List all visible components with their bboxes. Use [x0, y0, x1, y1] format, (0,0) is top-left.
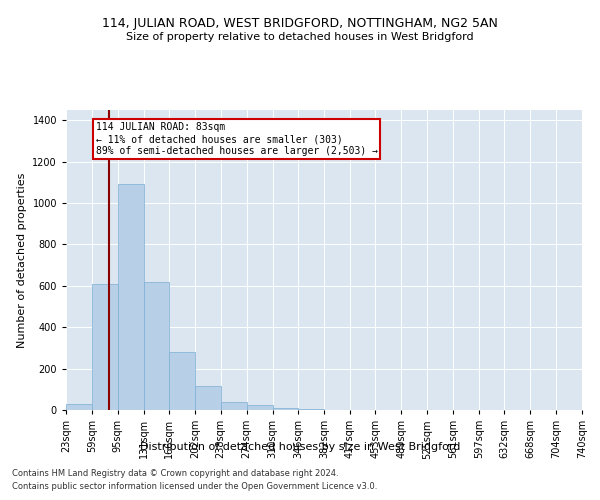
Text: Contains HM Land Registry data © Crown copyright and database right 2024.: Contains HM Land Registry data © Crown c…: [12, 468, 338, 477]
Text: 114 JULIAN ROAD: 83sqm
← 11% of detached houses are smaller (303)
89% of semi-de: 114 JULIAN ROAD: 83sqm ← 11% of detached…: [95, 122, 377, 156]
Bar: [272, 408, 298, 410]
Bar: [92, 284, 118, 410]
Bar: [247, 405, 272, 410]
Text: Distribution of detached houses by size in West Bridgford: Distribution of detached houses by size …: [140, 442, 460, 452]
Bar: [118, 184, 144, 410]
Y-axis label: Number of detached properties: Number of detached properties: [17, 172, 27, 348]
Bar: [144, 282, 169, 410]
Bar: [66, 404, 92, 410]
Bar: [298, 409, 325, 410]
Text: Contains public sector information licensed under the Open Government Licence v3: Contains public sector information licen…: [12, 482, 377, 491]
Text: 114, JULIAN ROAD, WEST BRIDGFORD, NOTTINGHAM, NG2 5AN: 114, JULIAN ROAD, WEST BRIDGFORD, NOTTIN…: [102, 18, 498, 30]
Text: Size of property relative to detached houses in West Bridgford: Size of property relative to detached ho…: [126, 32, 474, 42]
Bar: [221, 402, 247, 410]
Bar: [169, 352, 195, 410]
Bar: [195, 386, 221, 410]
